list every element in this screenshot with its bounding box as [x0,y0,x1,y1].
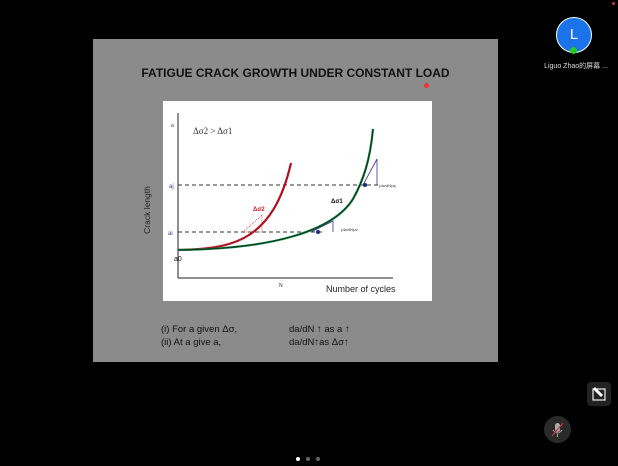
slope-label: (da/dN)aj [379,183,396,188]
page-dot [316,457,320,461]
mute-button[interactable] [544,416,571,443]
point-aj [363,183,367,187]
y-tick: ai [168,231,173,237]
slide-title: FATIGUE CRACK GROWTH UNDER CONSTANT LOAD [141,66,450,80]
note-row: (i) For a given Δσ, da/dN ↑ as a ↑ [161,323,461,336]
note-left: (ii) At a give a, [161,337,222,348]
crack-growth-diagram: Δσ2 > Δσ1 a aj ai a0 N Δσ2 Δσ1 (da/dN)aj… [168,113,396,294]
participant-name: Liguo Zhao的屏幕 ... [544,63,608,70]
point-ai [316,230,320,234]
shared-slide: FATIGUE CRACK GROWTH UNDER CONSTANT LOAD… [93,39,498,362]
laser-pointer [424,83,429,88]
slide-notes: (i) For a given Δσ, da/dN ↑ as a ↑ (ii) A… [161,323,461,349]
curve-label: Δσ1 [331,199,343,205]
pen-icon [592,386,606,401]
mic-muted-icon [551,422,564,437]
page-dot [296,457,300,461]
slope-triangle-low [310,220,334,233]
participant-avatar[interactable]: L [556,17,592,53]
x-tick: N [279,283,283,289]
y-tick: a0 [174,256,182,263]
note-left: (i) For a given Δσ, [161,324,238,335]
slope-label: (da/dN)ai [341,227,358,232]
page-indicator[interactable] [296,448,326,466]
note-right: da/dN ↑ as a ↑ [289,324,350,335]
note-row: (ii) At a give a, da/dN↑as Δσ↑ [161,336,461,349]
y-tick: aj [169,184,174,190]
y-axis-label: Crack length [142,186,152,234]
note-right: da/dN↑as Δσ↑ [289,337,349,348]
annotate-button[interactable] [587,382,611,406]
mic-active-icon [570,47,577,54]
curve-label: Δσ2 [253,207,265,213]
recording-indicator [612,2,615,5]
y-tick: a [171,123,174,129]
condition-label: Δσ2 > Δσ1 [193,126,232,136]
curve-high-stress [177,162,293,252]
page-dot [306,457,310,461]
x-axis-label: Number of cycles [326,284,396,294]
slope-triangle-aj [362,158,378,186]
crack-growth-figure: Δσ2 > Δσ1 a aj ai a0 N Δσ2 Δσ1 (da/dN)aj… [163,101,432,301]
slope-triangle-high [242,214,263,233]
